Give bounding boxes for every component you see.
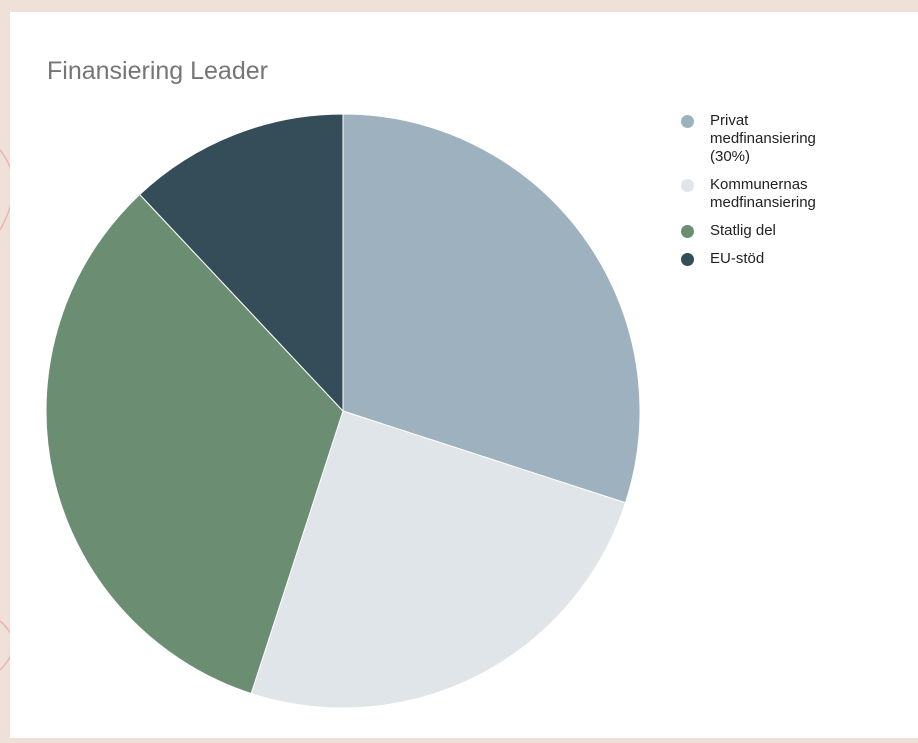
legend-swatch-icon [681, 253, 694, 266]
legend-label: Statlig del [710, 222, 776, 239]
legend-label: EU-stöd [710, 250, 765, 267]
legend-item-1[interactable]: Privat medfinansiering (30%) [680, 112, 900, 166]
legend-item-3[interactable]: Statlig del [680, 222, 900, 240]
legend-item-4[interactable]: EU-stöd [680, 250, 900, 268]
legend-item-2[interactable]: Kommunernas medfinansiering [680, 176, 900, 212]
chart-card: Finansiering Leader Privat medfinansieri… [10, 12, 918, 738]
pie-slice-3[interactable] [45, 193, 344, 695]
pie-slice-2[interactable] [250, 410, 627, 709]
chart-title: Finansiering Leader [47, 57, 268, 85]
legend-label: Privat medfinansiering (30%) [710, 112, 816, 165]
chart-legend: Privat medfinansiering (30%) Kommunernas … [680, 112, 900, 278]
legend-swatch-icon [681, 179, 694, 192]
pie-chart [45, 113, 641, 709]
pie-slice-1[interactable] [342, 113, 641, 504]
legend-swatch-icon [681, 115, 694, 128]
legend-label: Kommunernas medfinansiering [710, 176, 816, 211]
pie-slice-4[interactable] [138, 113, 344, 413]
legend-swatch-icon [681, 225, 694, 238]
